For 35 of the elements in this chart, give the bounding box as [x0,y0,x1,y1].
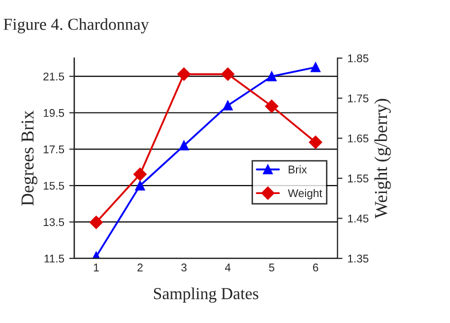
x-tick-label: 4 [224,264,231,272]
chart-title: Figure 4. Chardonnay [4,18,149,34]
y2-tick-label: 1.85 [348,54,368,62]
y-tick-label: 17.5 [44,146,64,154]
point [90,216,103,229]
y-tick-label: 19.5 [44,109,64,117]
legend-label: Weight [288,188,322,200]
point [177,68,191,81]
point [222,100,233,110]
y-tick-label: 11.5 [44,254,64,263]
y-tick-label: 13.5 [44,218,64,226]
point [310,62,320,72]
point [265,100,278,113]
x-tick-label: 1 [94,264,99,272]
point [135,180,145,190]
y-tick-label: 15.5 [44,182,64,190]
y-axis-title: Degrees Brix [21,110,38,206]
y2-tick-label: 1.45 [348,214,368,222]
y2-tick-label: 1.65 [348,134,368,142]
x-tick-label: 5 [269,264,274,272]
y2-tick-label: 1.75 [348,94,368,102]
point [221,68,234,81]
legend-label: Brix [288,165,307,174]
x-tick-label: 3 [181,264,187,272]
point [179,140,189,150]
y2-axis-title: Weight (g/berry) [374,98,391,218]
y2-tick-label: 1.35 [348,254,368,263]
point [308,136,322,149]
point [133,168,147,181]
x-tick-label: 2 [138,264,143,272]
x-tick-label: 6 [313,264,318,272]
y-tick-label: 21.5 [43,72,64,80]
y2-tick-label: 1.55 [348,174,368,182]
x-axis-title: Sampling Dates [154,288,258,303]
point [266,71,277,82]
